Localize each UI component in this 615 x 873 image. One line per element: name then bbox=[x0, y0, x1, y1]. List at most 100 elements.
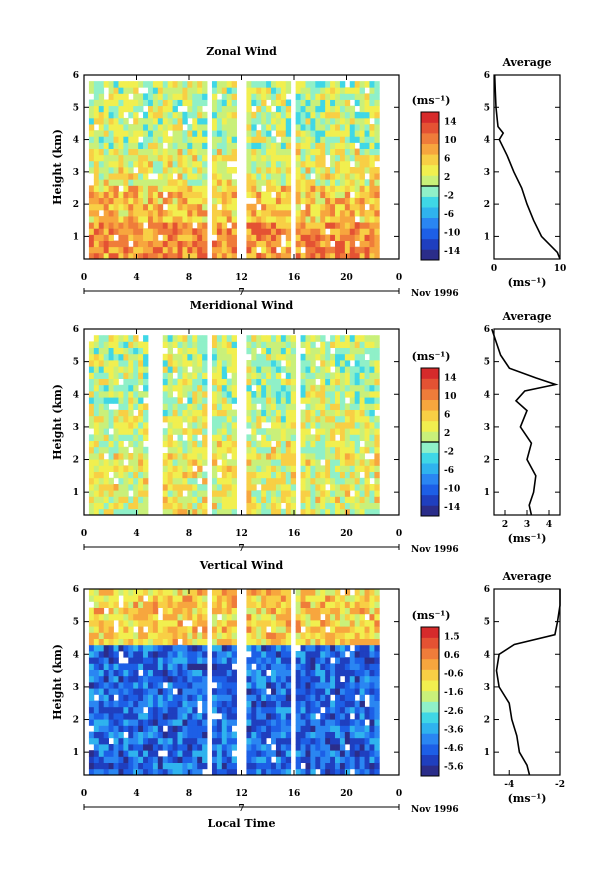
heatmap-cell bbox=[88, 160, 95, 168]
heatmap-cell bbox=[216, 197, 223, 205]
heatmap-cell bbox=[315, 756, 321, 763]
heatmap-cell bbox=[349, 453, 356, 460]
heatmap-cell bbox=[330, 360, 336, 367]
heatmap-cell bbox=[88, 756, 95, 763]
heatmap-cell bbox=[295, 725, 301, 732]
x-tick-label: 20 bbox=[340, 273, 353, 283]
heatmap-cell bbox=[98, 173, 105, 180]
heatmap-cell bbox=[275, 160, 282, 168]
heatmap-cell bbox=[152, 87, 159, 94]
heatmap-cell bbox=[374, 477, 380, 485]
heatmap-cell bbox=[251, 601, 257, 608]
heatmap-cell bbox=[364, 626, 370, 633]
heatmap-cell bbox=[339, 384, 346, 392]
heatmap-cell bbox=[211, 252, 218, 260]
heatmap-cell bbox=[216, 446, 223, 454]
heatmap-cell bbox=[320, 154, 326, 162]
heatmap-cell bbox=[128, 203, 134, 211]
heatmap-cell bbox=[202, 335, 208, 342]
heatmap-cell bbox=[251, 372, 257, 379]
heatmap-cell bbox=[118, 117, 124, 125]
heatmap-cell bbox=[315, 372, 321, 379]
heatmap-cell bbox=[251, 216, 257, 223]
heatmap-cell bbox=[266, 111, 272, 119]
heatmap-cell bbox=[280, 490, 287, 497]
heatmap-cell bbox=[374, 234, 380, 241]
heatmap-cell bbox=[330, 203, 336, 211]
avg-y-tick-label: 2 bbox=[484, 456, 490, 466]
heatmap-cell bbox=[221, 446, 228, 454]
heatmap-cell bbox=[128, 154, 134, 162]
heatmap-cell bbox=[364, 372, 370, 379]
heatmap-cell bbox=[108, 360, 114, 367]
heatmap-cell bbox=[271, 366, 277, 373]
heatmap-cell bbox=[320, 638, 326, 646]
heatmap-cell bbox=[335, 490, 341, 497]
heatmap-cell bbox=[128, 409, 134, 417]
heatmap-cell bbox=[226, 197, 233, 205]
heatmap-cell bbox=[202, 93, 208, 100]
heatmap-cell bbox=[320, 737, 326, 745]
heatmap-cell bbox=[133, 415, 139, 423]
heatmap-cell bbox=[157, 669, 164, 677]
heatmap-cell bbox=[88, 508, 95, 516]
heatmap-cell bbox=[221, 626, 228, 633]
heatmap-cell bbox=[177, 446, 183, 454]
heatmap-cell bbox=[295, 209, 301, 217]
heatmap-cell bbox=[315, 694, 321, 701]
heatmap-cell bbox=[300, 750, 306, 757]
heatmap-cell bbox=[133, 756, 139, 763]
heatmap-cell bbox=[192, 234, 198, 241]
heatmap-cell bbox=[88, 372, 95, 379]
heatmap-cell bbox=[108, 657, 114, 664]
heatmap-cell bbox=[103, 595, 110, 602]
heatmap-cell bbox=[187, 632, 193, 639]
heatmap-cell bbox=[221, 607, 228, 615]
heatmap-cell bbox=[143, 508, 149, 516]
heatmap-cell bbox=[266, 700, 272, 708]
heatmap-cell bbox=[167, 422, 173, 429]
heatmap-cell bbox=[231, 353, 237, 361]
heatmap-cell bbox=[335, 446, 341, 454]
heatmap-cell bbox=[167, 713, 173, 720]
heatmap-cell bbox=[261, 87, 267, 94]
heatmap-cell bbox=[118, 465, 124, 472]
heatmap-cell bbox=[157, 601, 164, 608]
heatmap-cell bbox=[162, 246, 169, 254]
heatmap-cell bbox=[167, 688, 173, 695]
heatmap-cell bbox=[231, 669, 237, 677]
heatmap-cell bbox=[226, 675, 233, 683]
heatmap-cell bbox=[192, 459, 198, 466]
heatmap-cell bbox=[349, 124, 356, 131]
heatmap-cell bbox=[187, 347, 193, 355]
heatmap-cell bbox=[226, 657, 233, 664]
heatmap-cell bbox=[344, 341, 351, 348]
heatmap-cell bbox=[251, 688, 257, 695]
heatmap-cell bbox=[246, 440, 252, 448]
heatmap-cell bbox=[93, 725, 100, 732]
heatmap-cell bbox=[354, 372, 361, 379]
heatmap-cell bbox=[266, 725, 272, 732]
heatmap-cell bbox=[300, 366, 306, 373]
heatmap-cell bbox=[285, 222, 292, 229]
heatmap-cell bbox=[113, 360, 119, 367]
heatmap-cell bbox=[98, 762, 105, 770]
x-tick-label: 16 bbox=[288, 789, 301, 799]
heatmap-cell bbox=[103, 651, 110, 658]
heatmap-cell bbox=[177, 142, 183, 149]
heatmap-cell bbox=[108, 341, 114, 348]
heatmap-cell bbox=[123, 391, 129, 398]
heatmap-cell bbox=[246, 620, 252, 627]
heatmap-cell bbox=[177, 81, 183, 88]
heatmap-cell bbox=[300, 651, 306, 658]
heatmap-cell bbox=[172, 136, 178, 143]
heatmap-cell bbox=[320, 415, 326, 423]
heatmap-cell bbox=[93, 744, 100, 751]
heatmap-cell bbox=[251, 490, 257, 497]
heatmap-cell bbox=[364, 644, 370, 652]
heatmap-cell bbox=[275, 397, 282, 404]
heatmap-cell bbox=[162, 601, 169, 608]
heatmap-cell bbox=[226, 440, 233, 448]
heatmap-cell bbox=[108, 601, 114, 608]
heatmap-cell bbox=[335, 508, 341, 516]
